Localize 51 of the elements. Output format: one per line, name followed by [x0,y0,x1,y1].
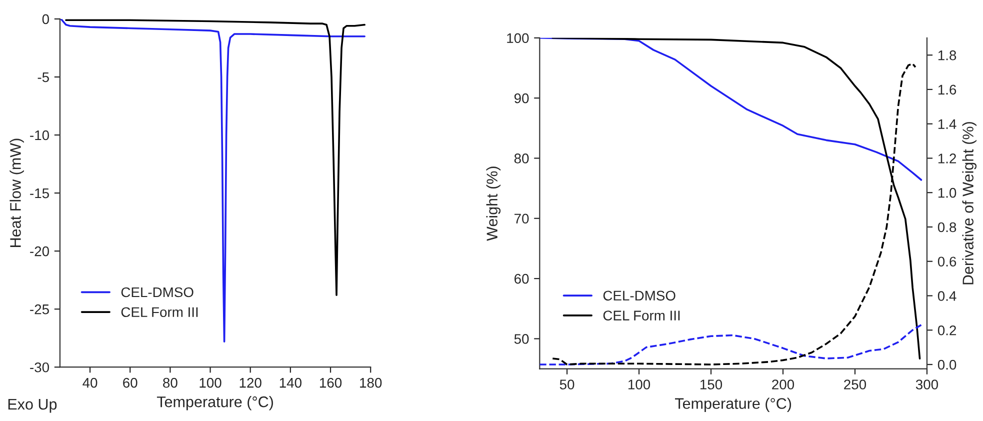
x-tick-label: 120 [240,378,262,388]
x-tick-label: 200 [772,380,794,390]
x-tick-label: 300 [916,380,938,390]
line-series [60,18,366,342]
y-tick-label: -5 [38,72,49,82]
y2-tick-label: 0.4 [938,291,956,301]
legend-label: CEL-DMSO [121,287,194,298]
y-axis-title: Heat Flow (mW) [10,138,24,247]
y2-tick-label: 1.8 [938,50,956,60]
y2-tick-label: 0.6 [938,256,956,267]
text: Exo Up [8,399,57,413]
y-tick-label: 60 [514,274,529,284]
y2-axis-title: Derivative of Weight (%) [962,122,976,284]
y-axis-title: Weight (%) [486,166,501,241]
legend-label: CEL Form III [121,307,198,318]
line-series [540,324,922,366]
line-series [540,38,922,181]
y-tick-label: 100 [507,33,529,44]
y-tick-label: -10 [30,130,50,140]
x-tick-label: 80 [163,378,178,388]
y2-tick-label: 0.2 [938,325,956,336]
x-tick-label: 250 [844,380,866,390]
x-tick-label: 100 [628,380,650,390]
x-axis-title: Temperature (°C) [156,396,273,410]
line-series [65,19,366,296]
y-tick-label: 90 [514,93,529,104]
x-tick-label: 140 [280,378,302,388]
y-tick-label: 50 [514,334,529,344]
y-tick-label: -30 [30,362,50,372]
y-tick-label: 70 [514,214,529,224]
y2-tick-label: 1.0 [938,188,956,198]
legend-label: CEL Form III [603,310,680,320]
y-tick-label: 0 [42,14,50,24]
x-tick-label: 50 [560,380,574,390]
y-tick-label: -25 [30,304,49,314]
y2-tick-label: 1.4 [938,119,956,129]
y2-tick-label: 1.6 [938,84,956,95]
x-tick-label: 60 [123,378,138,388]
y-tick-label: -15 [30,188,49,198]
y2-tick-label: 0.8 [938,222,956,232]
legend-label: CEL-DMSO [603,290,676,301]
y2-tick-label: 0.0 [938,360,956,370]
y-tick-label: 80 [514,154,529,164]
x-tick-label: 160 [320,378,342,388]
x-tick-label: 40 [82,378,98,388]
x-tick-label: 150 [700,380,722,390]
y2-tick-label: 1.2 [938,154,956,164]
x-tick-label: 180 [360,378,382,388]
x-axis-title: Temperature (°C) [675,398,792,412]
y-tick-label: -20 [30,246,50,256]
x-tick-label: 100 [200,378,222,388]
